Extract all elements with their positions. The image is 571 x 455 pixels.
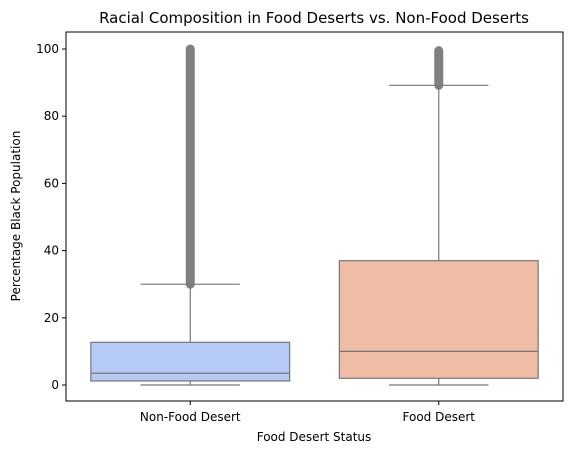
x-axis-label: Food Desert Status: [257, 430, 372, 444]
x-tick-label: Food Desert: [403, 410, 476, 424]
box-group-non-food-desert: [90, 44, 291, 386]
box-group-food-desert: [338, 46, 539, 386]
y-tick-label: 20: [44, 311, 59, 325]
chart-title: Racial Composition in Food Deserts vs. N…: [99, 9, 529, 27]
box-food-desert: [338, 260, 539, 379]
plot-area: [90, 44, 539, 386]
plot-frame: [65, 31, 564, 402]
y-tick-label: 60: [44, 176, 59, 190]
y-tick-label: 100: [36, 42, 59, 56]
y-tick-label: 40: [44, 244, 59, 258]
y-axis-label: Percentage Black Population: [9, 131, 23, 302]
x-tick-label: Non-Food Desert: [140, 410, 241, 424]
box-non-food-desert: [90, 341, 291, 382]
y-tick-label: 0: [51, 378, 59, 392]
y-axis: 0 20 40 60 80 100: [36, 42, 66, 392]
x-axis: Non-Food Desert Food Desert: [140, 401, 475, 424]
y-tick-label: 80: [44, 109, 59, 123]
